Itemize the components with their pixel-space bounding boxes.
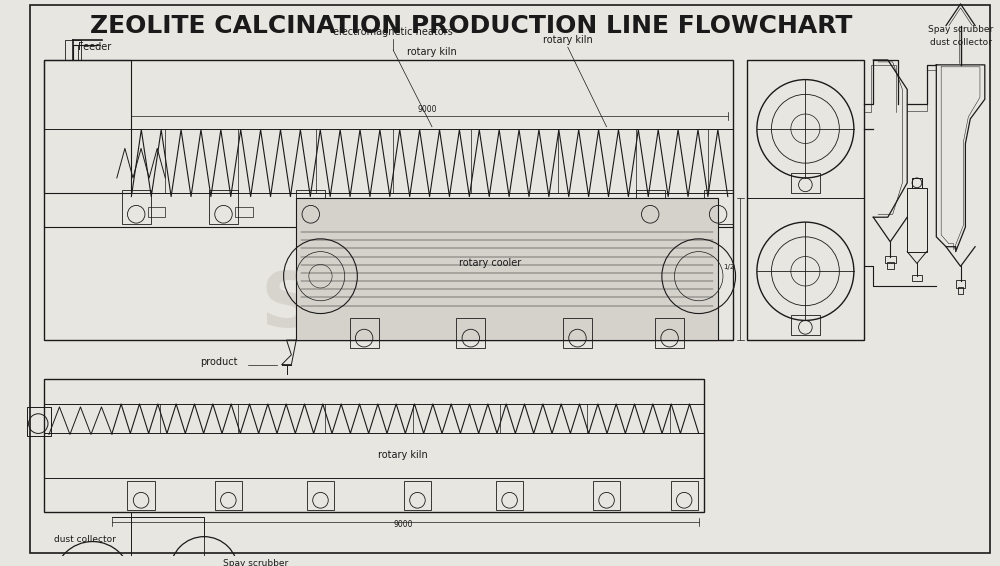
Bar (404, 481, 431, 510)
Text: 9000: 9000 (393, 520, 413, 529)
Bar (636, 190, 665, 224)
Bar (704, 190, 733, 224)
Text: Spay scrubber: Spay scrubber (928, 25, 993, 35)
Text: rotary kiln: rotary kiln (543, 35, 593, 45)
Text: rotary kiln: rotary kiln (378, 450, 428, 460)
Text: electromagnetic heators: electromagnetic heators (333, 27, 453, 37)
Bar (215, 481, 242, 510)
Bar (44, 379, 704, 512)
Bar (235, 207, 253, 217)
Text: dust collector: dust collector (54, 534, 116, 543)
Bar (456, 319, 485, 348)
Bar (44, 60, 131, 192)
Bar (671, 481, 698, 510)
Bar (912, 275, 922, 281)
Bar (655, 319, 684, 348)
Text: product: product (200, 357, 237, 367)
Bar (907, 188, 927, 252)
Text: Spay scrubber: Spay scrubber (223, 559, 289, 566)
Text: Feeder: Feeder (78, 42, 111, 52)
Text: dust collector: dust collector (930, 38, 991, 47)
Bar (27, 407, 51, 436)
Text: ZEOLITE CALCINATION PRODUCTION LINE FLOWCHART: ZEOLITE CALCINATION PRODUCTION LINE FLOW… (90, 14, 852, 38)
Bar (593, 481, 620, 510)
Bar (958, 287, 963, 294)
Text: SINONINE: SINONINE (261, 269, 681, 343)
Bar (307, 481, 334, 510)
Bar (563, 319, 592, 348)
Bar (322, 207, 340, 217)
Text: 1/2: 1/2 (723, 264, 735, 271)
Bar (747, 60, 864, 340)
Bar (209, 190, 238, 224)
Text: rotary cooler: rotary cooler (459, 258, 521, 268)
Bar (956, 280, 965, 288)
Bar (296, 190, 325, 224)
Text: rotary kiln: rotary kiln (407, 47, 457, 57)
Bar (122, 190, 151, 224)
Bar (791, 315, 820, 335)
Bar (885, 255, 896, 263)
Bar (127, 481, 155, 510)
Bar (148, 207, 165, 217)
Bar (350, 319, 379, 348)
Bar (887, 263, 894, 269)
Bar (496, 481, 523, 510)
Bar (44, 60, 733, 340)
Bar (791, 173, 820, 192)
Text: 9000: 9000 (417, 105, 437, 114)
Bar (296, 198, 718, 340)
